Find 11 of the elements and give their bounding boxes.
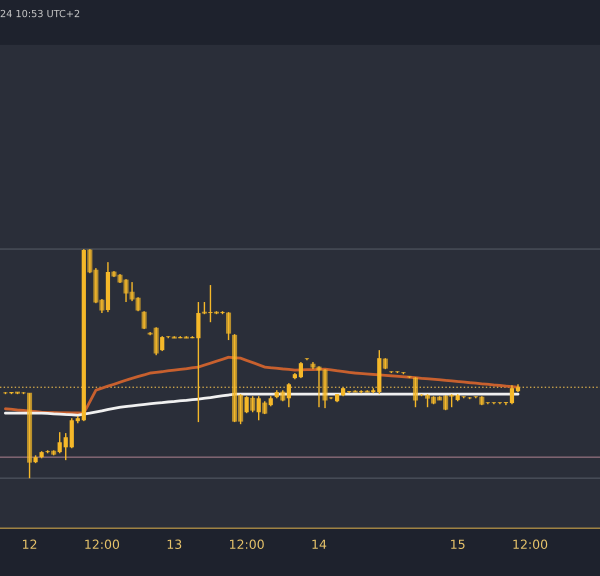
- candlestick: [298, 361, 304, 379]
- x-tick-label: 12:00: [85, 540, 120, 549]
- x-tick-label: 14: [312, 540, 326, 549]
- candlestick: [510, 384, 514, 405]
- text: 24 10:53 UTC+2: [0, 10, 80, 18]
- candlestick: [142, 310, 147, 330]
- x-tick-label: 13: [168, 540, 182, 549]
- x-tick-label: 12:00: [230, 540, 264, 549]
- x-tick-label: 12: [22, 540, 36, 549]
- x-tick-label: 15: [451, 540, 465, 549]
- x-tick-label: 12:00: [513, 540, 548, 549]
